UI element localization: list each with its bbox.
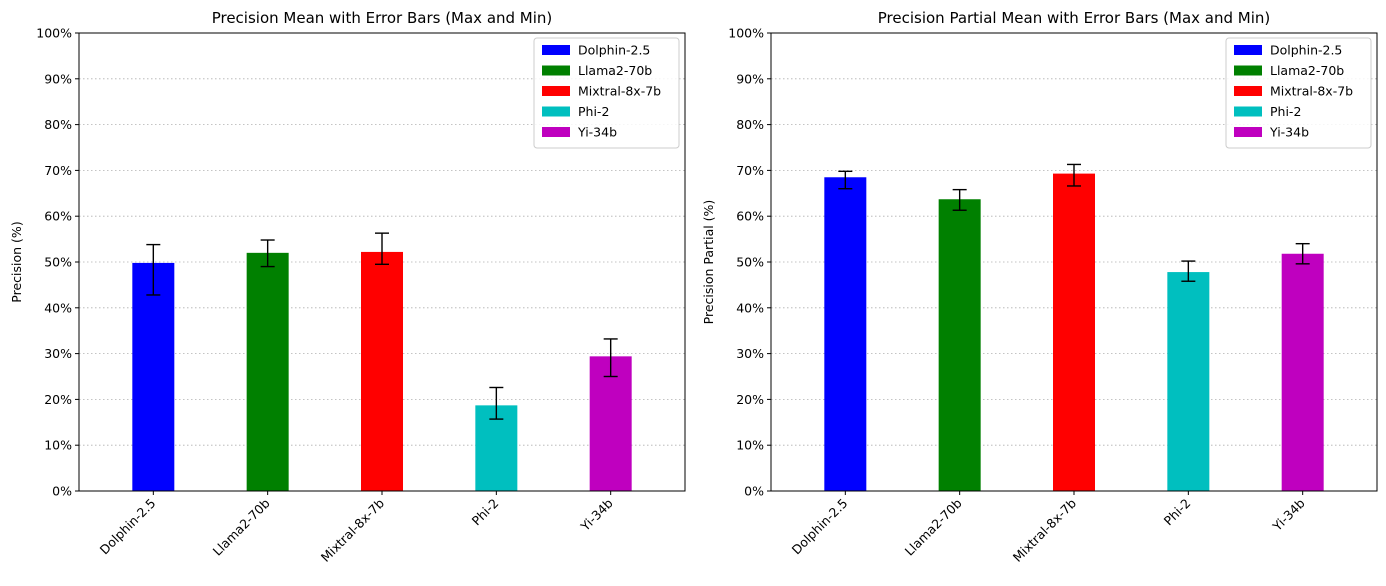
legend-entry: Phi-2 [1270, 104, 1301, 119]
x-tick-label: Phi-2 [1161, 496, 1194, 529]
y-tick-label: 40% [736, 300, 764, 315]
plot-frame [770, 32, 1378, 492]
chart-panel-2: 0% 10% 20% 30% 40% 50% 60% 70% 80% 90% 100% Dolphin… [701, 9, 1378, 565]
legend: Dolphin-2.5 Llama2-70b Mixtral-8x-7b Phi-2 Y… [533, 37, 680, 149]
x-tick-label: Dolphin-2.5 [97, 496, 159, 558]
error-bar [952, 188, 967, 211]
legend-entry: Mixtral-8x-7b [1270, 84, 1353, 99]
legend-entry: Yi-34b [1269, 125, 1309, 140]
legend-entry: Phi-2 [578, 104, 609, 119]
bar-llama2-70b [246, 252, 289, 491]
error-bar [1295, 242, 1310, 265]
y-tick-label: 70% [44, 163, 72, 178]
y-tick-label: 70% [736, 163, 764, 178]
bar-dolphin-2-5 [824, 177, 867, 491]
chart-title: Precision Mean with Error Bars (Max and … [212, 9, 553, 27]
y-tick-label: 30% [44, 346, 72, 361]
legend-swatch [1234, 86, 1262, 96]
plot-frame [78, 32, 686, 492]
y-tick-label: 50% [44, 255, 72, 270]
bar-dolphin-2-5 [132, 262, 175, 491]
legend-entry: Mixtral-8x-7b [578, 84, 661, 99]
legend-swatch [542, 106, 570, 117]
bar-mixtral-8x-7b [361, 251, 403, 491]
x-tick-label: Dolphin-2.5 [789, 496, 851, 558]
x-tick-label: Phi-2 [469, 496, 502, 529]
chart-title: Precision Partial Mean with Error Bars (… [878, 9, 1270, 27]
y-tick-label: 80% [44, 117, 72, 132]
y-tick-label: 100% [36, 26, 72, 41]
bar-phi-2 [1167, 272, 1210, 491]
legend-entry: Dolphin-2.5 [578, 43, 650, 58]
y-tick-label: 90% [736, 71, 764, 86]
bar-llama2-70b [938, 199, 981, 491]
error-bar [603, 338, 618, 378]
error-bar [489, 386, 504, 420]
legend: Dolphin-2.5 Llama2-70b Mixtral-8x-7b Phi-2 Y… [1225, 37, 1372, 149]
bar-yi-34b [589, 356, 632, 491]
y-tick-label: 0% [52, 484, 72, 499]
error-bar [1067, 163, 1081, 187]
y-tick-label: 20% [736, 392, 764, 407]
y-tick-label: 10% [736, 438, 764, 453]
y-tick-label: 10% [44, 438, 72, 453]
legend-swatch [1234, 106, 1262, 117]
legend-swatch [542, 127, 570, 137]
chart-panel-1: 0% 10% 20% 30% 40% 50% 60% 70% 80% 90% 100% Dolphin… [9, 9, 686, 565]
legend-swatch [542, 86, 570, 96]
y-tick-label: 90% [44, 71, 72, 86]
y-tick-label: 0% [744, 484, 764, 499]
y-tick-label: 30% [736, 346, 764, 361]
legend-swatch [1234, 65, 1262, 76]
x-tick-label: Mixtral-8x-7b [1010, 495, 1079, 564]
x-tick-label: Llama2-70b [210, 495, 273, 558]
y-tick-label: 40% [44, 300, 72, 315]
y-tick-label: 60% [44, 209, 72, 224]
legend-swatch [542, 65, 570, 76]
error-bar [375, 232, 389, 265]
error-bar [1181, 260, 1196, 282]
x-tick-label: Yi-34b [1269, 495, 1308, 534]
bar-yi-34b [1281, 253, 1324, 491]
y-tick-label: 50% [736, 255, 764, 270]
legend-swatch [542, 45, 570, 55]
y-axis-label: Precision Partial (%) [701, 200, 716, 325]
x-tick-label: Llama2-70b [902, 495, 965, 558]
legend-entry: Llama2-70b [578, 63, 652, 78]
x-tick-label: Yi-34b [577, 495, 616, 534]
legend-swatch [1234, 45, 1262, 55]
error-bar [260, 239, 275, 268]
error-bar [146, 243, 161, 296]
y-tick-label: 80% [736, 117, 764, 132]
bar-mixtral-8x-7b [1053, 173, 1095, 491]
error-bar [838, 170, 853, 190]
y-tick-label: 100% [728, 26, 764, 41]
legend-entry: Yi-34b [577, 125, 617, 140]
x-tick-label: Mixtral-8x-7b [318, 495, 387, 564]
legend-swatch [1234, 127, 1262, 137]
y-axis-label: Precision (%) [9, 221, 24, 302]
legend-entry: Llama2-70b [1270, 63, 1344, 78]
y-tick-label: 20% [44, 392, 72, 407]
legend-entry: Dolphin-2.5 [1270, 43, 1342, 58]
y-tick-label: 60% [736, 209, 764, 224]
